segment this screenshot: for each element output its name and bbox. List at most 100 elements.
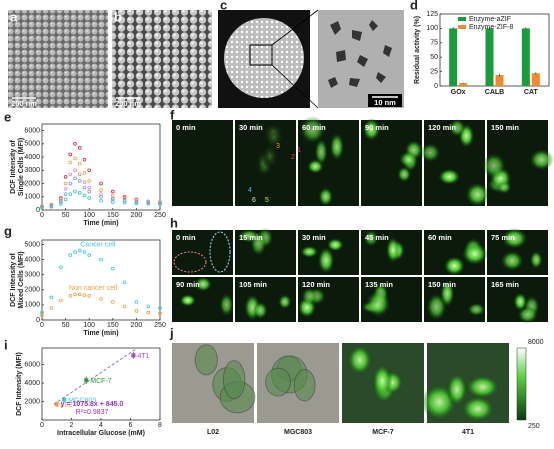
time-label: 0 min xyxy=(176,233,196,242)
point xyxy=(73,292,77,297)
cell xyxy=(438,168,461,185)
point xyxy=(62,397,67,402)
point xyxy=(82,180,87,185)
y-tick-label: 1000 xyxy=(24,302,40,309)
point xyxy=(63,175,68,179)
time-label: 165 min xyxy=(491,280,519,289)
point xyxy=(63,187,68,191)
y-tick-label: 25 xyxy=(430,68,438,75)
cell xyxy=(329,132,345,161)
point xyxy=(68,152,73,157)
point xyxy=(77,172,82,177)
plot-frame xyxy=(41,123,161,211)
cell xyxy=(293,369,316,402)
cell-line-label: 4T1 xyxy=(462,429,474,436)
bar xyxy=(449,28,458,86)
point xyxy=(54,402,59,407)
point xyxy=(99,181,103,186)
point xyxy=(68,294,73,298)
y-tick-label: 100 xyxy=(426,25,438,32)
cell-number: 3 xyxy=(276,143,280,150)
cell xyxy=(446,372,468,407)
point xyxy=(99,194,103,199)
series-label: Cancer cell xyxy=(80,241,115,248)
time-label: 120 min xyxy=(428,123,456,132)
cell xyxy=(264,127,284,148)
point xyxy=(99,188,103,192)
time-label: 75 min xyxy=(491,233,515,242)
point xyxy=(49,295,54,300)
micrograph xyxy=(172,120,233,206)
point xyxy=(131,353,136,358)
time-label: 135 min xyxy=(365,280,393,289)
bar xyxy=(459,83,468,86)
point xyxy=(134,300,139,304)
y-tick-label: 1000 xyxy=(24,194,40,201)
cell xyxy=(366,290,391,318)
cell xyxy=(500,250,524,271)
x-tick-label: 2 xyxy=(70,422,74,429)
time-label: 0 min xyxy=(176,123,196,132)
point-label: L02 xyxy=(61,402,73,409)
cell-line-label: MCF-7 xyxy=(372,429,393,436)
x-tick-label: 0 xyxy=(40,212,44,219)
x-tick-label: 200 xyxy=(131,212,143,219)
point xyxy=(77,146,82,150)
zoom-line xyxy=(271,9,319,46)
panel-label: j xyxy=(169,325,174,340)
x-tick-label: 250 xyxy=(154,322,166,329)
bar xyxy=(495,75,504,86)
panel-label: h xyxy=(170,215,178,230)
y-tick-label: 2000 xyxy=(24,180,40,187)
x-tick-label: 150 xyxy=(107,322,119,329)
cell-number: 6 xyxy=(252,197,256,204)
point xyxy=(122,198,127,203)
cell xyxy=(448,118,466,137)
cell xyxy=(465,374,500,400)
point xyxy=(59,198,63,203)
point-label: 4T1 xyxy=(137,353,149,360)
legend-swatch xyxy=(458,25,466,29)
point xyxy=(111,196,115,200)
x-tick-label: 6 xyxy=(129,422,133,429)
cell-line-label: L02 xyxy=(207,429,219,436)
point xyxy=(87,168,91,173)
cell-number: 1 xyxy=(297,147,301,154)
point xyxy=(87,179,91,183)
point xyxy=(77,292,82,297)
bar xyxy=(531,73,540,86)
y-tick-label: 5000 xyxy=(24,141,40,148)
y-tick-label: 4000 xyxy=(24,154,40,161)
panel-label: d xyxy=(410,0,418,12)
y-tick-label: 75 xyxy=(430,40,438,47)
cell xyxy=(461,242,488,266)
x-tick-label: CALB xyxy=(485,89,504,96)
point xyxy=(68,253,73,257)
time-label: 90 min xyxy=(176,280,200,289)
cell xyxy=(326,238,344,252)
cell xyxy=(179,294,197,307)
point xyxy=(68,192,73,196)
point xyxy=(82,250,87,254)
x-tick-label: 0 xyxy=(40,422,44,429)
cell xyxy=(399,151,418,168)
cell xyxy=(317,246,335,274)
panel-label: f xyxy=(170,107,175,122)
point xyxy=(59,202,63,206)
point xyxy=(40,313,44,318)
y-tick-label: 4000 xyxy=(24,256,40,263)
cell xyxy=(301,287,317,306)
point xyxy=(49,204,54,209)
colorbar-max: 8000 xyxy=(528,339,544,346)
zoom-line xyxy=(271,64,319,109)
point xyxy=(87,196,91,200)
cell-number: 4 xyxy=(248,187,252,194)
point xyxy=(122,304,127,309)
point xyxy=(111,266,115,271)
time-label: 60 min xyxy=(302,123,326,132)
annotation: y = 1075.8x + 845.0 xyxy=(61,401,124,408)
cell xyxy=(194,344,218,376)
time-label: 90 min xyxy=(365,123,389,132)
x-tick-label: 0 xyxy=(40,322,44,329)
zoom-box xyxy=(249,44,273,66)
